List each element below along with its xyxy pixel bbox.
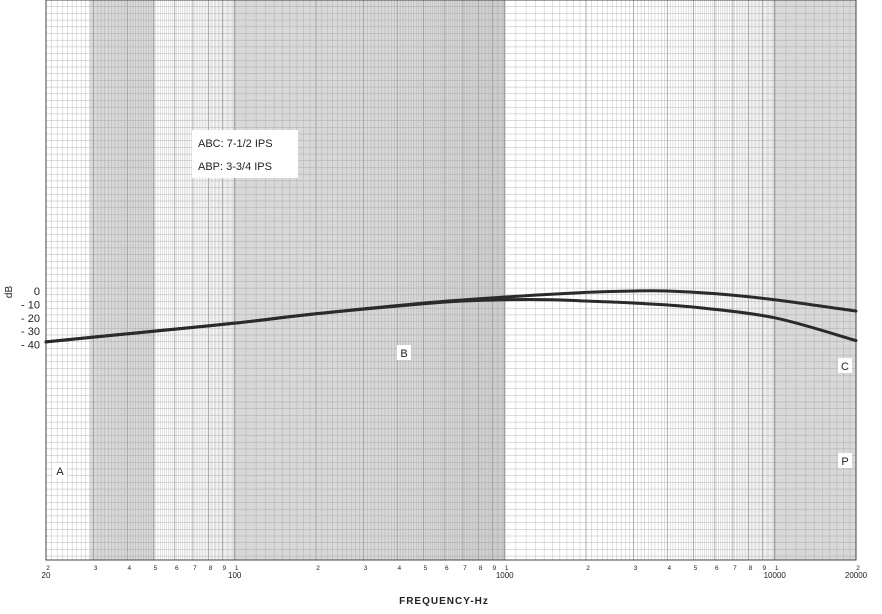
x-minor-tick-label: 9 bbox=[763, 565, 767, 572]
x-minor-tick-label: 1 bbox=[775, 565, 779, 572]
x-minor-tick-label: 4 bbox=[127, 565, 131, 572]
x-minor-tick-label: 7 bbox=[193, 565, 197, 572]
y-tick-labels: 0- 10 - 20- 30 - 40 bbox=[21, 286, 40, 352]
x-minor-tick-label: 5 bbox=[424, 565, 428, 572]
x-tick-label: 20000 bbox=[845, 571, 868, 580]
grid-lines bbox=[45, 0, 857, 561]
point-label-box bbox=[397, 345, 411, 360]
x-minor-tick-label: 3 bbox=[364, 565, 368, 572]
x-minor-tick-label: 2 bbox=[316, 565, 320, 572]
point-label-box bbox=[53, 463, 67, 478]
y-tick-label: - 30 bbox=[21, 326, 40, 338]
x-minor-tick-label: 5 bbox=[694, 565, 698, 572]
x-minor-tick-label: 6 bbox=[715, 565, 719, 572]
x-minor-tick-label: 3 bbox=[634, 565, 638, 572]
shade-band bbox=[235, 0, 505, 560]
y-tick-label: - 20 bbox=[21, 313, 40, 325]
x-minor-tick-label: 2 bbox=[586, 565, 590, 572]
x-minor-tick-label: 6 bbox=[175, 565, 179, 572]
x-minor-tick-label: 1 bbox=[235, 565, 239, 572]
x-minor-tick-label: 4 bbox=[397, 565, 401, 572]
series-line-1 bbox=[44, 298, 858, 344]
x-minor-tick-label: 9 bbox=[223, 565, 227, 572]
x-minor-tick-label: 7 bbox=[463, 565, 467, 572]
grid-shaded-bands bbox=[90, 0, 856, 560]
x-axis-label: FREQUENCY-Hz bbox=[399, 596, 489, 607]
x-tick-label: 100 bbox=[228, 571, 242, 580]
x-minor-tick-label: 2 bbox=[46, 565, 50, 572]
y-tick-label: - 10 bbox=[21, 299, 40, 311]
x-tick-label: 20 bbox=[42, 571, 51, 580]
x-minor-tick-label: 4 bbox=[667, 565, 671, 572]
x-tick-label: 1000 bbox=[496, 571, 514, 580]
x-minor-tick-label: 3 bbox=[94, 565, 98, 572]
point-label-box bbox=[838, 453, 852, 468]
legend: ABC: 7-1/2 IPS ABP: 3-3/4 IPS bbox=[192, 130, 298, 178]
point-label-p: P bbox=[841, 456, 848, 468]
point-labels: A B C P bbox=[53, 345, 852, 478]
x-minor-tick-label: 6 bbox=[445, 565, 449, 572]
y-axis-label: dB bbox=[4, 286, 15, 299]
point-label-b: B bbox=[400, 348, 407, 360]
y-tick-label: - 40 bbox=[21, 340, 40, 352]
plot-frame bbox=[45, 0, 857, 561]
point-label-c: C bbox=[841, 361, 849, 373]
x-minor-tick-label: 8 bbox=[749, 565, 753, 572]
x-tick-label: 10000 bbox=[764, 571, 787, 580]
curves bbox=[44, 289, 858, 344]
x-minor-tick-label: 5 bbox=[154, 565, 158, 572]
point-label-box bbox=[838, 358, 852, 373]
x-minor-tick-label: 1 bbox=[505, 565, 509, 572]
point-label-a: A bbox=[56, 466, 64, 478]
x-minor-tick-label: 9 bbox=[493, 565, 497, 572]
shade-band bbox=[90, 0, 155, 560]
legend-entry-abc: ABC: 7-1/2 IPS bbox=[198, 138, 273, 150]
legend-entry-abp: ABP: 3-3/4 IPS bbox=[198, 161, 272, 173]
x-minor-tick-label: 8 bbox=[479, 565, 483, 572]
x-minor-tick-label: 2 bbox=[856, 565, 860, 572]
y-tick-label: 0 bbox=[34, 286, 40, 298]
x-minor-tick-label: 7 bbox=[733, 565, 737, 572]
x-minor-tick-label: 8 bbox=[209, 565, 213, 572]
